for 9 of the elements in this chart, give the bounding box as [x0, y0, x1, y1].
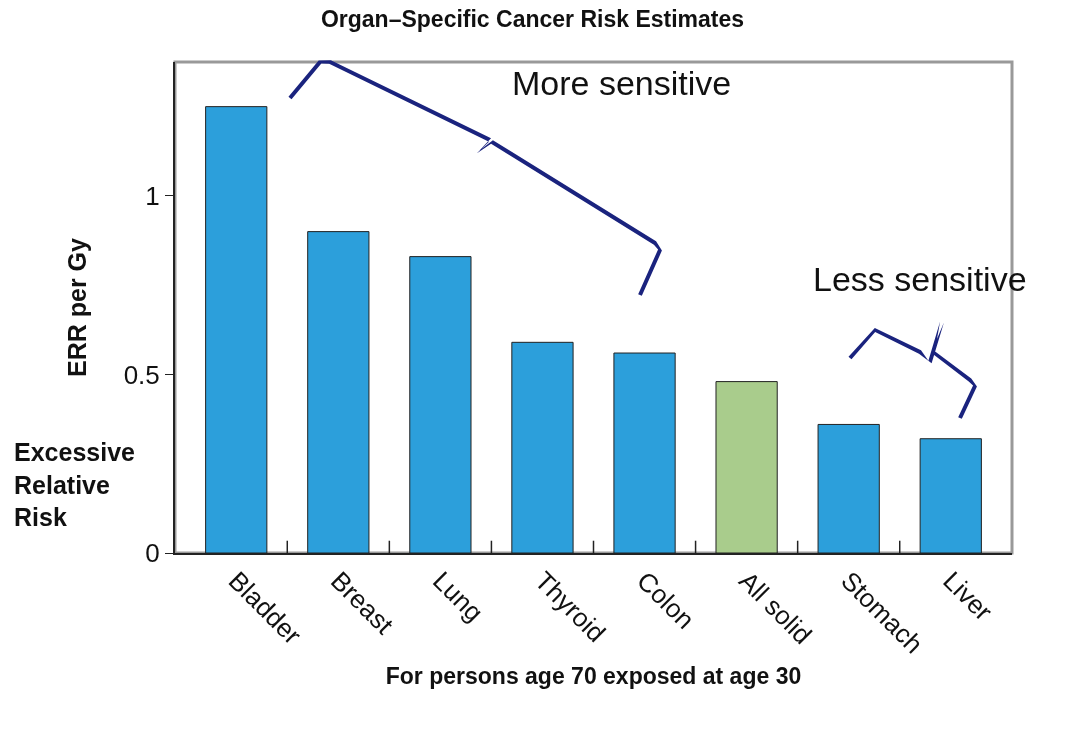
annotation: Less sensitive	[813, 260, 1027, 298]
y-tick-label: 0.5	[123, 359, 160, 390]
y-tick-label: 0	[145, 538, 160, 569]
text: Excessive Relative Risk	[14, 438, 136, 531]
chart-title: Organ–Specific Cancer Risk Estimates	[320, 6, 745, 33]
y-tick-label: 1	[145, 181, 160, 212]
annotation: More sensitive	[512, 64, 732, 102]
y-axis-title: ERR per Gy	[62, 237, 91, 377]
x-axis-title: For persons age 70 exposed at age 30	[385, 663, 802, 690]
